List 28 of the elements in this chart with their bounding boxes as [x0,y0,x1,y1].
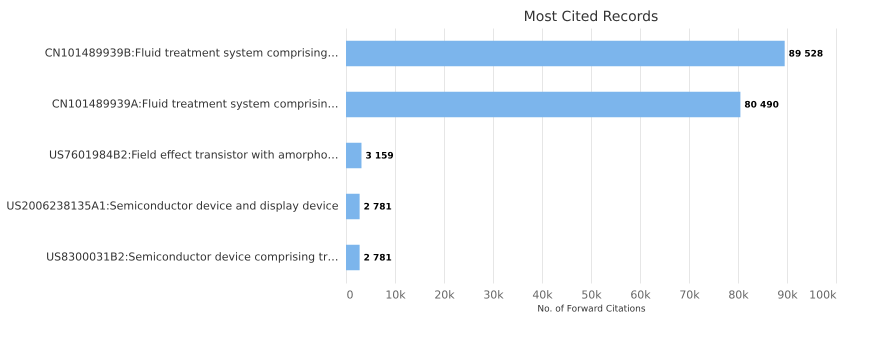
x-tick-label: 30k [483,288,504,302]
x-tick-label: 80k [728,288,750,302]
x-tick-label: 50k [581,288,602,302]
x-axis-title: No. of Forward Citations [537,304,646,314]
y-tick-label: CN101489939A:Fluid treatment system comprisin… [52,98,338,110]
bar [346,194,360,220]
data-label: 2 781 [364,254,392,264]
x-tick-label: 60k [630,288,652,302]
y-tick-label: US8300031B2:Semiconductor device comprising tr… [46,250,338,264]
bar [346,244,360,270]
y-tick-label: US2006238135A1:Semiconductor device and display device [6,200,339,212]
x-tick-label: 10k [385,288,406,302]
x-tick-label: 20k [434,288,456,302]
y-tick-label: US7601984B2:Field effect transistor with amorpho… [49,148,338,162]
data-label: 3 159 [365,152,394,162]
y-tick-label: CN101489939B:Fluid treatment system comprising… [44,46,338,60]
chart-title: Most Cited Records [524,9,658,25]
x-tick-label: 100k [809,288,838,302]
x-tick-label: 0 [346,288,354,302]
bar [346,92,740,118]
bar [346,142,362,168]
x-tick-label: 70k [679,288,700,302]
bar [346,40,785,66]
x-tick-label: 40k [532,288,554,302]
data-label: 80 490 [744,100,779,110]
x-tick-label: 90k [777,288,798,302]
data-label: 89 528 [788,50,824,60]
data-label: 2 781 [364,202,392,212]
